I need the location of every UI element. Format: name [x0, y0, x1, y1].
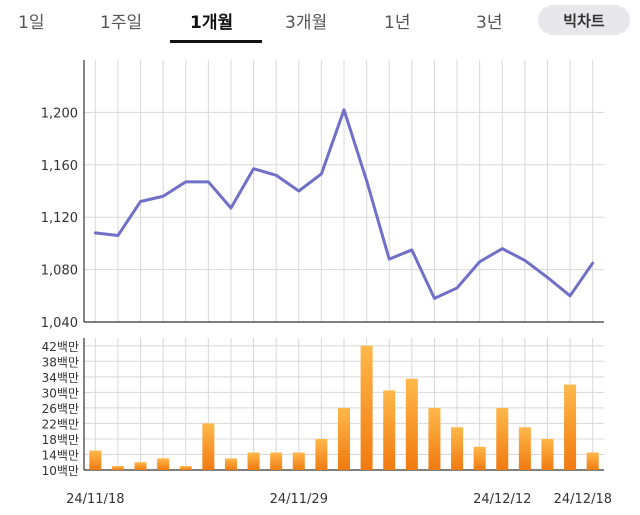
volume-tick-label: 14백만 [42, 448, 79, 462]
x-tick-label: 24/12/18 [554, 492, 612, 507]
volume-tick-label: 22백만 [42, 417, 79, 431]
volume-bar [338, 407, 350, 470]
volume-bar [111, 466, 124, 470]
price-tick-label: 1,040 [41, 316, 78, 331]
price-chart: 1,040 1,080 1,120 1,160 1,200 [41, 60, 604, 331]
volume-tick-label: 30백만 [42, 386, 79, 400]
x-axis: 24/11/18 24/11/29 24/12/12 24/12/18 [66, 492, 612, 507]
price-tick-label: 1,080 [41, 264, 78, 279]
volume-bar [224, 458, 237, 470]
volume-bar [202, 423, 215, 470]
volume-bar [518, 427, 531, 470]
tab-3month[interactable]: 3개월 [285, 13, 328, 33]
volume-bar [428, 407, 441, 470]
big-chart-button[interactable]: 빅차트 [538, 5, 630, 35]
price-tick-label: 1,160 [41, 159, 78, 174]
volume-bar [247, 452, 260, 470]
volume-bar [383, 390, 396, 470]
tab-1year[interactable]: 1년 [384, 13, 411, 33]
volume-bar [541, 438, 554, 470]
volume-tick-label: 18백만 [42, 433, 79, 447]
volume-bar [405, 378, 418, 470]
active-tab-indicator [170, 40, 262, 43]
tab-3year[interactable]: 3년 [476, 13, 503, 33]
tab-1day[interactable]: 1일 [18, 13, 45, 33]
volume-tick-label: 26백만 [42, 402, 79, 416]
volume-bar [496, 407, 509, 470]
volume-bar [157, 458, 170, 470]
period-tabs: 1일 1주일 1개월 3개월 1년 3년 빅차트 [0, 0, 640, 44]
tab-1month[interactable]: 1개월 [190, 13, 234, 33]
volume-bar [179, 466, 192, 470]
price-tick-label: 1,200 [41, 106, 78, 121]
price-tick-label: 1,120 [41, 211, 78, 226]
volume-bar [134, 462, 147, 470]
tab-1week[interactable]: 1주일 [100, 13, 143, 33]
x-tick-label: 24/11/29 [270, 492, 328, 507]
volume-bar [360, 345, 373, 470]
volume-tick-label: 34백만 [42, 371, 79, 385]
volume-bar [315, 438, 328, 470]
volume-tick-label: 10백만 [42, 464, 79, 478]
x-tick-label: 24/11/18 [66, 492, 124, 507]
volume-bar [473, 446, 486, 470]
volume-bar [564, 384, 577, 470]
price-line [93, 108, 595, 300]
volume-tick-label: 38백만 [42, 355, 79, 369]
volume-bar [586, 452, 599, 470]
x-tick-label: 24/12/12 [473, 492, 531, 507]
volume-bar [451, 427, 464, 470]
volume-bar [292, 452, 305, 470]
volume-bar [270, 452, 283, 470]
volume-tick-label: 42백만 [42, 340, 79, 354]
volume-bar [89, 450, 102, 470]
